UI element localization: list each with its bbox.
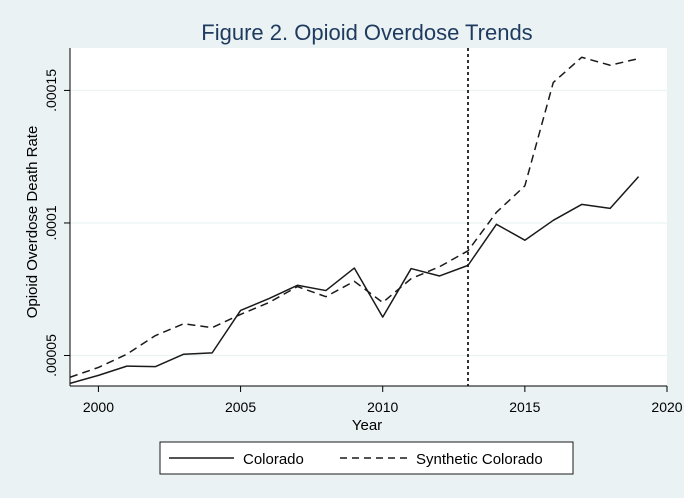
data-point-colorado-2017 [580, 203, 583, 206]
series-group [69, 56, 640, 385]
axes [69, 48, 667, 387]
chart-title: Figure 2. Opioid Overdose Trends [201, 20, 532, 45]
data-point-synthetic-colorado-2012 [438, 265, 441, 268]
data-point-synthetic-colorado-2000 [97, 366, 100, 369]
legend-label-colorado: Colorado [243, 451, 304, 468]
data-point-synthetic-colorado-2005 [239, 313, 242, 316]
plot-area [70, 48, 667, 386]
x-tick-label-2000: 2000 [83, 399, 114, 415]
data-point-synthetic-colorado-1999 [69, 376, 72, 379]
data-point-synthetic-colorado-2007 [296, 285, 299, 288]
data-point-synthetic-colorado-2006 [268, 301, 271, 304]
x-tick-label-2015: 2015 [509, 399, 540, 415]
x-tick-label-2010: 2010 [367, 399, 398, 415]
data-point-colorado-2010 [381, 316, 384, 319]
data-point-synthetic-colorado-2001 [125, 353, 128, 356]
series-line-synthetic-colorado [69, 56, 639, 378]
data-point-synthetic-colorado-2004 [211, 326, 214, 329]
data-point-synthetic-colorado-2002 [154, 334, 157, 337]
data-point-colorado-2009 [353, 267, 356, 270]
data-point-colorado-2012 [438, 274, 441, 277]
data-point-colorado-2003 [182, 353, 185, 356]
data-point-synthetic-colorado-2019 [637, 57, 640, 60]
data-point-colorado-2002 [154, 365, 157, 368]
legend-label-synthetic-colorado: Synthetic Colorado [416, 451, 543, 468]
data-point-synthetic-colorado-2015 [523, 184, 526, 187]
y-tick-label-1: .0001 [43, 205, 59, 240]
data-point-colorado-2013 [467, 264, 470, 267]
data-point-synthetic-colorado-2017 [580, 56, 583, 59]
data-point-colorado-2019 [637, 175, 640, 178]
y-axis-title: Opioid Overdose Death Rate [24, 126, 41, 319]
x-axis-title: Year [352, 417, 382, 434]
x-tick-label-2005: 2005 [225, 399, 256, 415]
data-point-colorado-2005 [239, 309, 242, 312]
data-point-synthetic-colorado-2010 [381, 301, 384, 304]
y-axis-ticks: .00005 .0001 .00015 [43, 69, 70, 377]
data-point-colorado-2001 [125, 365, 128, 368]
data-point-colorado-2008 [324, 289, 327, 292]
data-point-colorado-2014 [495, 223, 498, 226]
grid-lines [70, 89, 667, 357]
data-point-colorado-2015 [523, 239, 526, 242]
data-point-colorado-2000 [97, 374, 100, 377]
legend: Colorado Synthetic Colorado [159, 441, 574, 475]
data-point-synthetic-colorado-2011 [410, 277, 413, 280]
data-point-colorado-2016 [552, 219, 555, 222]
data-point-colorado-1999 [69, 382, 72, 385]
data-point-synthetic-colorado-2008 [324, 295, 327, 298]
data-point-colorado-2011 [410, 267, 413, 270]
data-point-synthetic-colorado-2003 [182, 322, 185, 325]
data-point-synthetic-colorado-2018 [609, 64, 612, 67]
x-tick-label-2020: 2020 [651, 399, 682, 415]
data-point-synthetic-colorado-2014 [495, 211, 498, 214]
y-tick-label-2: .00015 [43, 69, 59, 112]
data-point-colorado-2006 [268, 297, 271, 300]
data-point-synthetic-colorado-2013 [467, 249, 470, 252]
x-axis-ticks: 2000 2005 2010 2015 2020 [83, 386, 683, 415]
data-point-synthetic-colorado-2009 [353, 280, 356, 283]
y-tick-label-0: .00005 [43, 334, 59, 377]
data-point-synthetic-colorado-2016 [552, 81, 555, 84]
series-line-colorado [69, 176, 640, 385]
data-point-colorado-2004 [211, 351, 214, 354]
data-point-colorado-2018 [609, 207, 612, 210]
